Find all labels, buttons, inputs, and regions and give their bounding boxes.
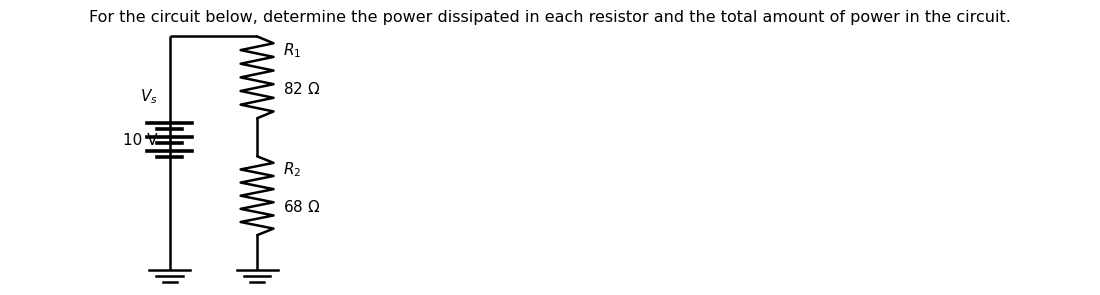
Text: $V_s$: $V_s$ bbox=[140, 87, 157, 106]
Text: For the circuit below, determine the power dissipated in each resistor and the t: For the circuit below, determine the pow… bbox=[89, 10, 1011, 25]
Text: $R_2$: $R_2$ bbox=[283, 160, 301, 179]
Text: 82 $\Omega$: 82 $\Omega$ bbox=[283, 81, 320, 97]
Text: 68 $\Omega$: 68 $\Omega$ bbox=[283, 199, 320, 215]
Text: 10 V: 10 V bbox=[123, 133, 157, 148]
Text: $R_1$: $R_1$ bbox=[283, 42, 301, 60]
